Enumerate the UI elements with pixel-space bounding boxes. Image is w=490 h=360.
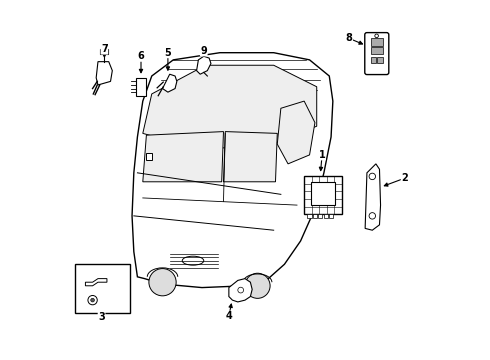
Polygon shape	[147, 153, 152, 160]
Circle shape	[369, 213, 375, 219]
Polygon shape	[132, 53, 333, 288]
Text: 4: 4	[225, 311, 232, 321]
Polygon shape	[85, 279, 107, 286]
Text: 5: 5	[165, 48, 172, 58]
Ellipse shape	[182, 256, 204, 265]
FancyBboxPatch shape	[365, 33, 389, 75]
Circle shape	[245, 273, 270, 298]
Text: 1: 1	[318, 150, 325, 160]
Text: 8: 8	[345, 33, 352, 43]
Bar	[318, 214, 322, 219]
Text: 2: 2	[401, 173, 408, 183]
Bar	[370, 47, 383, 54]
Polygon shape	[277, 101, 315, 164]
Circle shape	[369, 173, 375, 180]
Bar	[311, 182, 335, 205]
Bar	[370, 57, 376, 63]
Text: 7: 7	[101, 44, 108, 54]
Text: 3: 3	[98, 312, 105, 322]
Bar	[136, 78, 146, 96]
Bar	[100, 49, 108, 54]
Polygon shape	[143, 132, 223, 182]
Polygon shape	[143, 65, 317, 149]
Circle shape	[238, 287, 244, 293]
Polygon shape	[196, 56, 211, 74]
Bar	[313, 214, 317, 219]
Text: 9: 9	[200, 46, 207, 56]
Bar	[307, 214, 312, 219]
Circle shape	[91, 298, 95, 302]
Polygon shape	[365, 164, 381, 230]
Circle shape	[375, 34, 378, 38]
Polygon shape	[96, 62, 112, 85]
Text: 6: 6	[138, 51, 145, 61]
Bar	[377, 57, 383, 63]
Polygon shape	[229, 279, 252, 302]
Bar	[329, 214, 333, 219]
Circle shape	[149, 269, 176, 296]
Polygon shape	[163, 74, 177, 92]
Bar	[74, 264, 130, 313]
Polygon shape	[223, 132, 277, 182]
Bar	[370, 39, 383, 45]
Circle shape	[88, 296, 97, 305]
Bar	[304, 176, 342, 214]
Bar	[323, 214, 328, 219]
